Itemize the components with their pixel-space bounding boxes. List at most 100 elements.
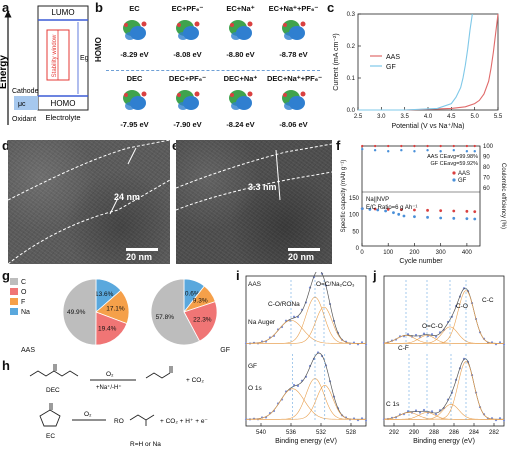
thickness-label: 24 nm [114,192,141,202]
orbital-image [279,86,309,116]
orbital-image [173,86,203,116]
legend-label: C [21,279,26,286]
homo-energy: -8.80 eV [226,50,255,59]
x-tick-label: 200 [409,250,420,256]
x-tick-label: 3.5 [400,114,409,120]
capacity-point [439,216,443,220]
ce-point [400,144,403,148]
product2-label: + CO₂ + H⁺ + e⁻ [160,418,208,425]
y-tick-label: 100 [349,213,360,219]
ce-point [465,144,469,148]
x-tick-label: 4.0 [424,114,433,120]
ce-point [361,147,364,151]
panel-label-j: j [373,268,377,283]
ce-point [452,144,455,148]
capacity-point [376,208,380,212]
x-tick-label: 536 [286,430,297,436]
scale-label: 20 nm [126,252,153,262]
legend-label: O [21,289,27,296]
molecule-name: EC+Na⁺+PF₆⁻ [268,4,319,13]
legend-swatch [10,278,18,285]
data-point [434,413,438,416]
component-peak [246,384,366,420]
na-auger-label: Na Auger [248,319,276,326]
capacity-point [360,207,364,211]
homo-energy: -8.24 eV [226,120,255,129]
x-tick-label: 2.5 [354,114,363,120]
y-axis-label: Current (mA cm⁻²) [333,33,340,90]
o2-label-1: O₂ [106,371,114,378]
slice-label: 13.6% [95,291,114,298]
y2-tick-label: 80 [483,165,490,171]
x-tick-label: 540 [256,430,267,436]
series-label-aas: AAS [248,281,262,288]
data-point [414,409,418,412]
x-axis-label: Potential (V vs Na⁺/Na) [392,123,465,130]
thickness-label: 3.3 nm [248,182,277,192]
legend-label: AAS [458,171,470,177]
pie-slice [62,278,97,346]
homo-energy: -8.08 eV [173,50,202,59]
capacity-point [465,217,469,221]
x-tick-label: 284 [469,430,480,436]
x-tick-label: 400 [462,250,473,256]
capacity-point [465,209,469,213]
data-point [360,341,364,344]
homo-energy: -7.95 eV [120,120,149,129]
ce-point [473,144,476,148]
molecule-name: DEC+PF₆⁻ [168,74,207,83]
orbital-image [226,86,256,116]
series-label-gf: GF [248,363,257,370]
x-tick-label: 0 [360,250,364,256]
data-point [502,419,506,422]
data-point [502,343,506,346]
orbital-image [120,16,150,46]
ce-gf-label: GF CEavg=59.92% [430,161,478,167]
pie-slice [95,311,128,346]
x-tick-label: 532 [316,430,327,436]
capacity-point [473,217,477,221]
data-point [430,410,434,413]
dec-label: DEC [46,387,60,394]
lsv-chart: 2.5 3.0 3.5 4.0 4.5 5.0 5.5 0.0 0.1 0.2 0.3 Potenti… [333,12,503,130]
data-point [360,417,364,420]
cell-label: Na||NVP [366,197,389,203]
panel-label-b: b [95,0,103,15]
y-tick-label: 0 [356,246,360,252]
legend-swatch [452,178,456,182]
capacity-point [413,215,416,219]
product1-label: + CO₂ [186,377,204,384]
data-point [364,419,368,422]
component-peak [384,361,505,420]
panel-label-f: f [336,138,341,153]
legend-swatch [452,171,456,175]
homo-energy: -7.90 eV [173,120,202,129]
peak-label-cf: C-F [398,345,409,352]
y-tick-label: 0.3 [347,12,356,18]
x-tick-label: 528 [346,430,357,436]
sample-label-aas: AAS [21,347,35,354]
homo-label: HOMO [51,99,76,108]
legend-swatch [10,308,18,315]
panel-label-i: i [236,268,240,283]
legend-label: GF [386,64,396,71]
ce-point [387,144,390,148]
electrolyte-label: Electrolyte [45,113,80,122]
panel-label-d: d [2,138,10,153]
x-tick-label: 286 [449,430,460,436]
component-peak [384,290,505,344]
composition-pies: COF Na 13.6% 17.1% 19.4% 49.9% 10.6%9.3% 22.3% 5… [10,278,230,354]
data-point [292,383,296,387]
molecule-name: EC+PF₆⁻ [171,4,204,13]
plot-frame [361,145,481,247]
lumo-label: LUMO [51,8,74,17]
capacity-point [452,216,456,220]
panel-label-a: a [2,0,10,15]
component-peak [246,306,367,344]
slice-label: 19.4% [98,325,117,332]
molecule-name: EC [129,4,140,13]
divider-line [106,70,320,71]
capacity-point [473,210,477,214]
sample-label-gf: GF [220,347,230,354]
capacity-point [452,209,456,213]
